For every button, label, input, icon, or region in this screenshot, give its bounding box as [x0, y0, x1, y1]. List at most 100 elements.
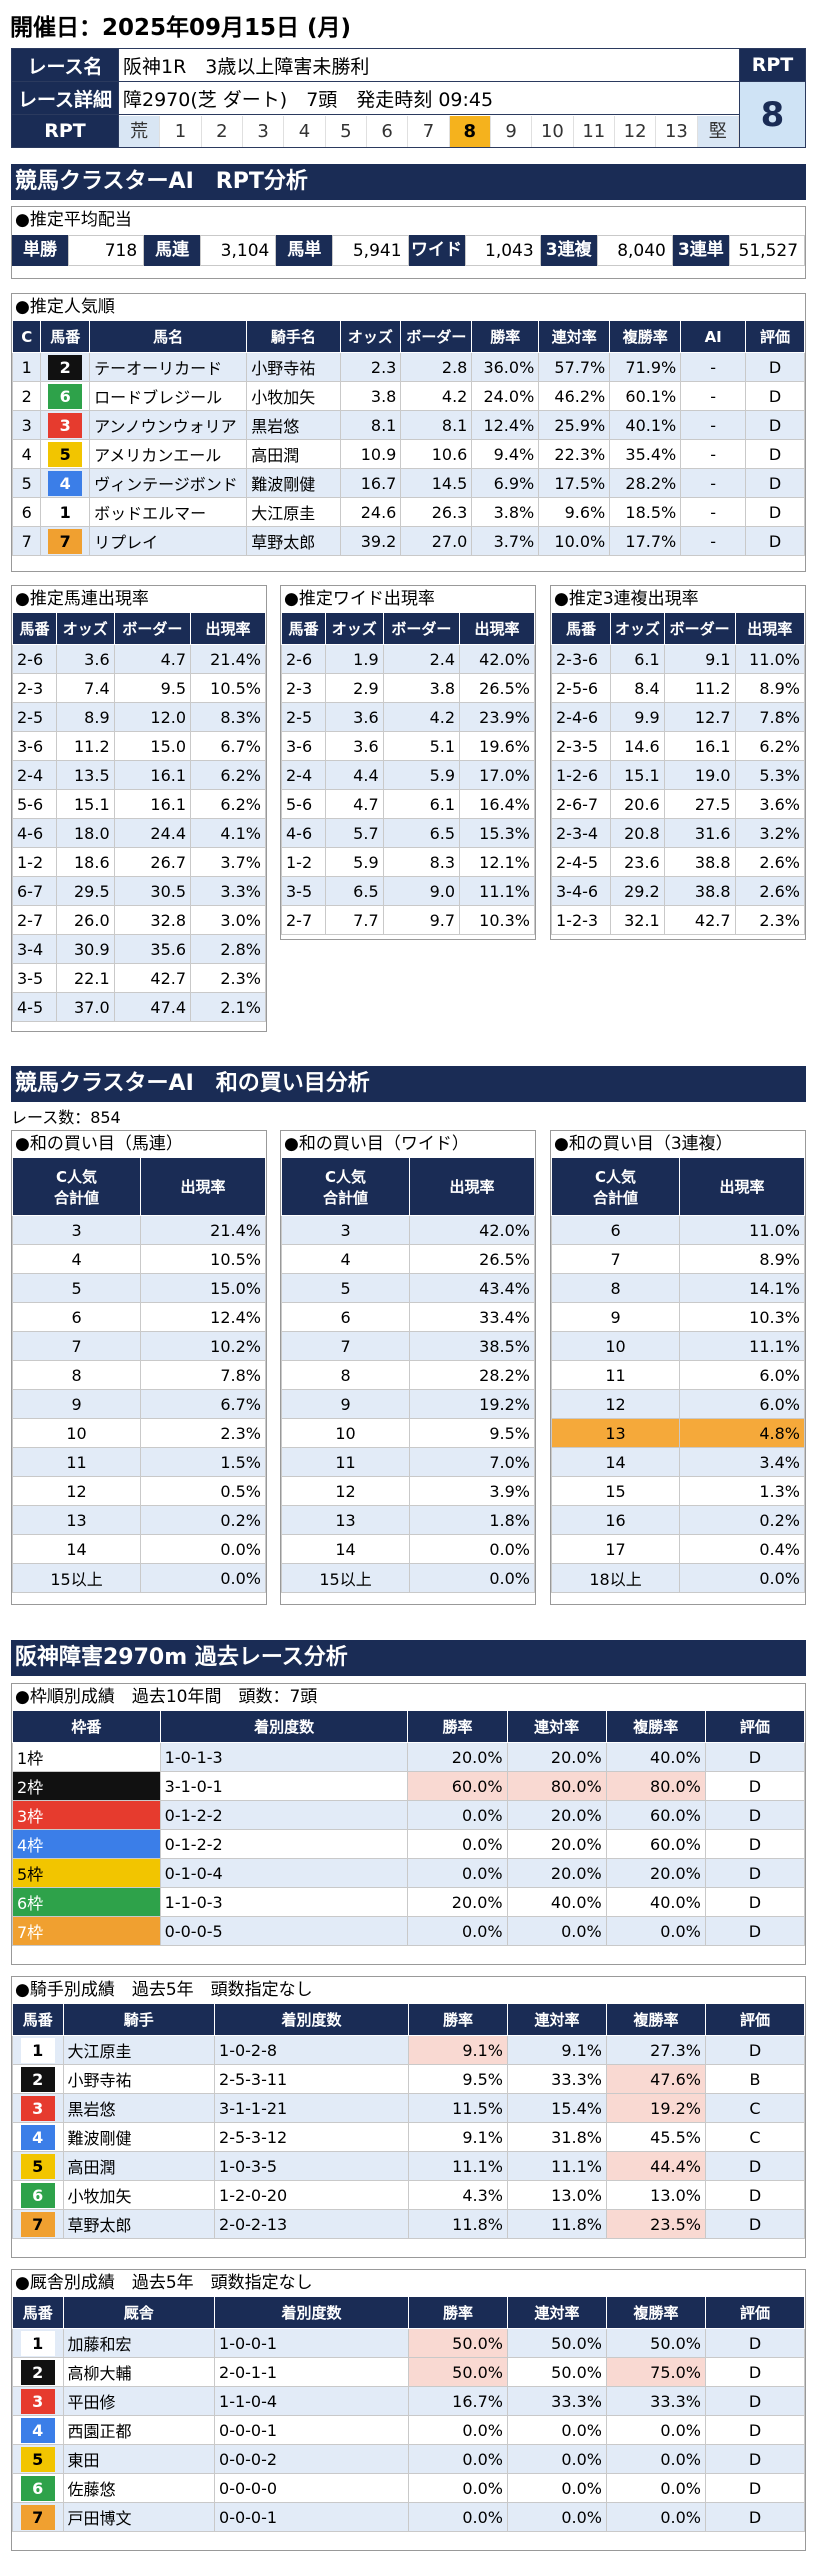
table-cell: 32.1: [610, 905, 665, 935]
table-cell: 75.0%: [605, 2357, 706, 2387]
table-cell: 35.6: [113, 934, 192, 964]
table-cell: 16.7: [339, 468, 402, 498]
table-cell: 1-0-1-3: [159, 1742, 409, 1772]
rpt-cell: 8: [449, 115, 491, 147]
table-cell: 7: [12, 2502, 64, 2532]
table-cell: D: [745, 526, 805, 556]
rpt-cell: 7: [408, 115, 450, 147]
sum-value: 14: [280, 1534, 411, 1564]
table-cell: 40.1%: [609, 410, 682, 440]
column-header: 馬番: [550, 612, 612, 645]
table-cell: 15.3%: [459, 818, 535, 848]
table-cell: 12.4%: [471, 410, 540, 440]
jockey-title: ●騎手別成績 過去5年 頭数指定なし: [15, 1980, 313, 2000]
table-cell: 小野寺祐: [62, 2064, 216, 2094]
table-cell: 14.6: [610, 731, 665, 761]
column-header: 出現率: [459, 612, 535, 645]
table-row: 5 43.4%: [280, 1273, 535, 1303]
table-cell: 11.1%: [506, 2151, 607, 2181]
table-cell: 3-1-1-21: [214, 2093, 409, 2123]
wide-box: ●推定ワイド出現率 馬番 オッズ ボーダー 出現率 2-6 1.9 2.4 42.0% 2-3 2…: [280, 585, 536, 940]
appearance-rate: 0.4%: [679, 1534, 805, 1564]
table-cell: 31.6: [663, 818, 736, 848]
table-cell: 4.2: [400, 381, 473, 411]
table-cell: 3.6: [56, 644, 115, 674]
appearance-rate: 10.3%: [679, 1302, 805, 1332]
sum-value: 9: [11, 1389, 142, 1419]
table-cell: 23.6: [610, 847, 665, 877]
table-cell: 2-6: [12, 644, 57, 674]
table-cell: 20.0%: [506, 1742, 607, 1772]
table-cell: 0-0-0-0: [214, 2473, 409, 2503]
column-header: 複勝率: [609, 320, 682, 353]
table-row: 16 0.2%: [550, 1505, 805, 1535]
table-row: 3-6 11.2 15.0 6.7%: [12, 731, 266, 761]
payout-value: 1,043: [464, 235, 541, 266]
table-cell: B: [704, 2064, 806, 2094]
sum-value: 12: [280, 1476, 411, 1506]
table-row: 4 26.5%: [280, 1244, 535, 1274]
column-header: AI: [680, 320, 747, 353]
table-cell: 2-3-6: [550, 644, 612, 674]
payout-value: 718: [68, 235, 145, 266]
table-cell: 8.3: [382, 847, 461, 877]
table-cell: 0.0%: [605, 2473, 706, 2503]
table-cell: 27.0: [400, 526, 473, 556]
table-cell: 8.9%: [734, 673, 806, 703]
table-cell: 9.9: [610, 702, 665, 732]
table-cell: 50.0%: [407, 2357, 508, 2387]
trainer-box: ●厩舎別成績 過去5年 頭数指定なし 馬番 厩舎 着別度数 勝率 連対率 複勝率 評価 1 加藤…: [11, 2269, 806, 2551]
table-row: 2-7 7.7 9.7 10.3%: [281, 905, 535, 935]
appearance-rate: 2.3%: [140, 1418, 266, 1448]
sum-value: 11: [11, 1447, 142, 1477]
sanrenpuku-table: 馬番 オッズ ボーダー 出現率 2-3-6 6.1 9.1 11.0% 2-5-6 8.4 11.2…: [550, 612, 806, 935]
table-row: 17 0.4%: [550, 1534, 805, 1564]
column-header: 勝率: [471, 320, 540, 353]
table-cell: 50.0%: [506, 2357, 607, 2387]
table-cell: 5.1: [382, 731, 461, 761]
table-cell: 0-0-0-1: [214, 2415, 409, 2445]
table-cell: 4: [11, 439, 42, 469]
popularity-title: ●推定人気順: [15, 297, 115, 317]
horse-number-badge: 6: [48, 383, 83, 409]
sum-value: 6: [280, 1302, 411, 1332]
column-header: C: [11, 320, 42, 353]
table-cell: D: [704, 2473, 806, 2503]
sum-value: 18以上: [550, 1563, 681, 1593]
sum-value: 12: [550, 1389, 681, 1419]
table-cell: 27.3%: [605, 2035, 706, 2065]
table-cell: 5: [12, 2444, 64, 2474]
rpt-cell: 堅: [697, 115, 739, 147]
table-cell: 24.0%: [471, 381, 540, 411]
umaren-table: 馬番 オッズ ボーダー 出現率 2-6 3.6 4.7 21.4% 2-3 7.4 9.5 10.5%…: [12, 612, 266, 1022]
table-cell: 難波剛健: [246, 468, 341, 498]
table-row: 8 7.8%: [11, 1360, 266, 1390]
table-cell: 23.9%: [459, 702, 535, 732]
table-row: 6 佐藤悠 0-0-0-0 0.0% 0.0% 0.0% D: [12, 2473, 806, 2503]
race-detail: 障2970(芝 ダート) 7頭 発走時刻 09:45: [118, 81, 740, 115]
table-row: 2-6 1.9 2.4 42.0%: [281, 644, 535, 674]
table-cell: D: [704, 2180, 806, 2210]
table-cell: 0.0%: [506, 2444, 607, 2474]
table-cell: 60.0%: [605, 1829, 706, 1859]
table-cell: 35.4%: [609, 439, 682, 469]
payout-key: 単勝: [12, 235, 68, 266]
table-cell: 3.2%: [734, 818, 806, 848]
table-cell: 10.9: [339, 439, 402, 469]
table-cell: 57.7%: [538, 352, 611, 382]
table-cell: 21.4%: [190, 644, 266, 674]
table-cell: 10.6: [400, 439, 473, 469]
table-cell: 5: [11, 468, 42, 498]
table-row: 1-2 18.6 26.7 3.7%: [12, 847, 266, 877]
table-cell: D: [704, 1829, 806, 1859]
table-cell: 2: [12, 2064, 64, 2094]
column-header: 連対率: [538, 320, 611, 353]
table-cell: 0.0%: [506, 2415, 607, 2445]
table-row: 2-4-6 9.9 12.7 7.8%: [550, 702, 806, 732]
table-row: 1 加藤和宏 1-0-0-1 50.0% 50.0% 50.0% D: [12, 2328, 806, 2358]
table-cell: 6.2%: [190, 789, 266, 819]
sum-value: 11: [550, 1360, 681, 1390]
sum-value: 15: [550, 1476, 681, 1506]
table-cell: 10.0%: [538, 526, 611, 556]
table-cell: 8.1: [400, 410, 473, 440]
